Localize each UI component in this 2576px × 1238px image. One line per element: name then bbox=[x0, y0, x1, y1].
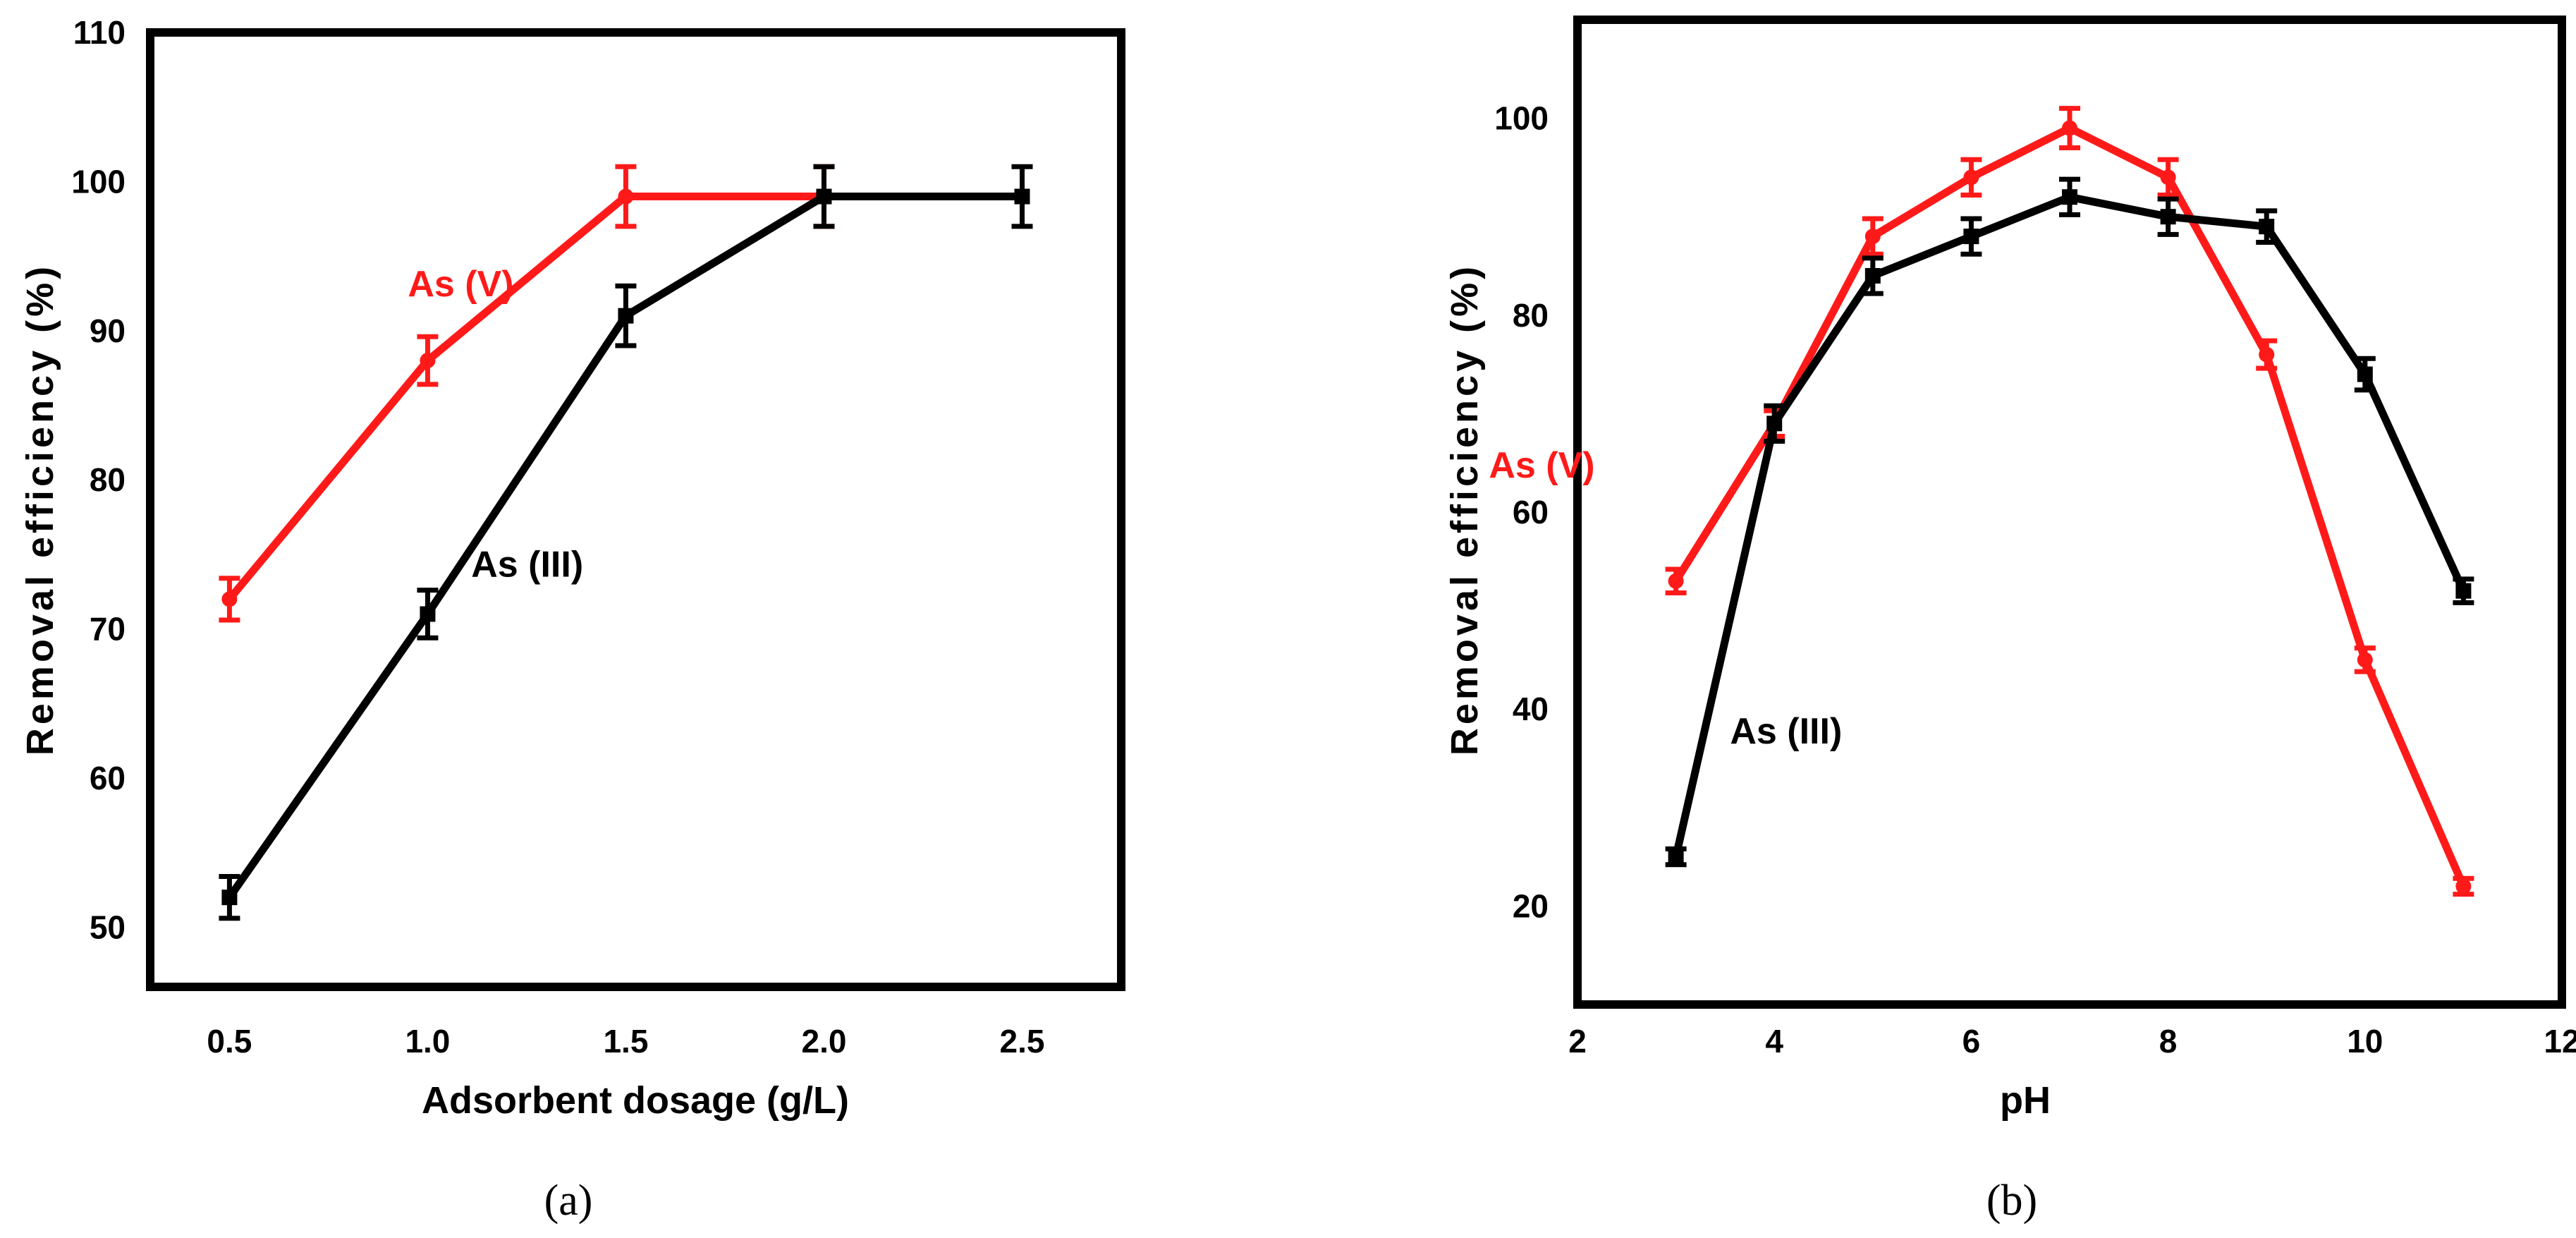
y-tick-label: 90 bbox=[90, 312, 126, 349]
plot-frame-b bbox=[1573, 16, 2566, 1009]
x-tick-label: 2.5 bbox=[1000, 1023, 1045, 1060]
y-tick-label: 50 bbox=[90, 909, 126, 945]
data-point-as-v bbox=[2259, 346, 2275, 363]
series-layer-b: As (V) As (III) bbox=[1489, 106, 2474, 897]
data-point-as-iii bbox=[221, 890, 238, 906]
series-line-as-iii bbox=[1672, 193, 2467, 858]
y-tick-label: 40 bbox=[1513, 691, 1549, 727]
data-point-as-iii bbox=[1766, 415, 1783, 432]
data-point-as-iii bbox=[2357, 366, 2373, 382]
series-label-as-v: As (V) bbox=[408, 264, 513, 305]
series-line-as-v bbox=[226, 193, 824, 602]
data-point-as-iii bbox=[2455, 583, 2472, 599]
y-tick-label: 100 bbox=[1494, 100, 1549, 137]
x-tick-labels-a: 0.5 1.0 1.5 2.0 2.5 bbox=[207, 1023, 1044, 1060]
series-layer-a: As (V) As (III) bbox=[219, 164, 1033, 921]
chart-panel-b: 2 4 6 8 10 12 20 40 60 80 100 As (V) As (III) pH R… bbox=[1443, 16, 2576, 1225]
x-tick-label: 8 bbox=[2159, 1023, 2178, 1060]
series-line-as-v bbox=[1672, 124, 2467, 888]
y-tick-label: 60 bbox=[90, 760, 126, 796]
data-point-as-v bbox=[2160, 169, 2176, 186]
x-tick-label: 2 bbox=[1568, 1023, 1587, 1060]
y-tick-labels-b: 20 40 60 80 100 bbox=[1494, 100, 1549, 925]
data-point-as-v bbox=[1864, 229, 1881, 245]
data-point-as-iii bbox=[1963, 229, 1979, 245]
y-tick-label: 100 bbox=[71, 163, 126, 200]
x-tick-label: 2.0 bbox=[801, 1023, 846, 1060]
data-point-as-v bbox=[1668, 573, 1684, 589]
x-tick-label: 1.0 bbox=[405, 1023, 450, 1060]
y-tick-label: 80 bbox=[90, 461, 126, 498]
plot-frame-a bbox=[146, 28, 1125, 991]
data-point-as-v bbox=[221, 591, 238, 607]
data-point-as-iii bbox=[2259, 219, 2275, 235]
y-tick-label: 70 bbox=[90, 611, 126, 648]
data-point-as-iii bbox=[2062, 189, 2077, 205]
panel-label-a: (a) bbox=[544, 1177, 593, 1225]
data-point-as-iii bbox=[2160, 209, 2176, 225]
data-point-as-v bbox=[1963, 169, 1979, 186]
series-label-as-iii: As (III) bbox=[471, 545, 583, 585]
data-point-as-iii bbox=[420, 606, 436, 622]
y-tick-label: 60 bbox=[1513, 494, 1549, 530]
series-label-as-iii: As (III) bbox=[1730, 711, 1842, 752]
panel-label-b: (b) bbox=[1986, 1177, 2037, 1225]
x-axis-label-b: pH bbox=[2000, 1079, 2051, 1122]
x-tick-labels-b: 2 4 6 8 10 12 bbox=[1568, 1023, 2576, 1060]
data-point-as-iii bbox=[1014, 188, 1030, 205]
y-tick-label: 80 bbox=[1513, 297, 1549, 334]
data-point-as-iii bbox=[1864, 267, 1881, 284]
data-point-as-iii bbox=[1668, 849, 1684, 865]
x-axis-label-a: Adsorbent dosage (g/L) bbox=[422, 1079, 849, 1122]
x-tick-label: 1.5 bbox=[603, 1023, 648, 1060]
x-tick-label: 10 bbox=[2347, 1023, 2383, 1060]
data-point-as-iii bbox=[816, 188, 832, 205]
x-tick-label: 4 bbox=[1765, 1023, 1783, 1060]
y-axis-label-b: Removal efficiency (%) bbox=[1443, 263, 1486, 755]
data-point-as-v bbox=[2455, 878, 2472, 894]
x-tick-label: 6 bbox=[1962, 1023, 1981, 1060]
data-point-as-iii bbox=[618, 308, 634, 324]
data-point-as-v bbox=[2357, 652, 2373, 668]
series-label-as-v: As (V) bbox=[1489, 445, 1594, 486]
y-tick-label: 20 bbox=[1513, 887, 1549, 924]
x-tick-label: 12 bbox=[2544, 1023, 2576, 1060]
data-point-as-v bbox=[2062, 120, 2077, 136]
data-point-as-v bbox=[420, 353, 436, 369]
x-tick-label: 0.5 bbox=[207, 1023, 252, 1060]
y-axis-label-a: Removal efficiency (%) bbox=[19, 263, 61, 755]
y-tick-labels-a: 50 60 70 80 90 100 110 bbox=[71, 14, 126, 945]
data-point-as-v bbox=[618, 188, 634, 205]
y-tick-label: 110 bbox=[73, 14, 126, 51]
